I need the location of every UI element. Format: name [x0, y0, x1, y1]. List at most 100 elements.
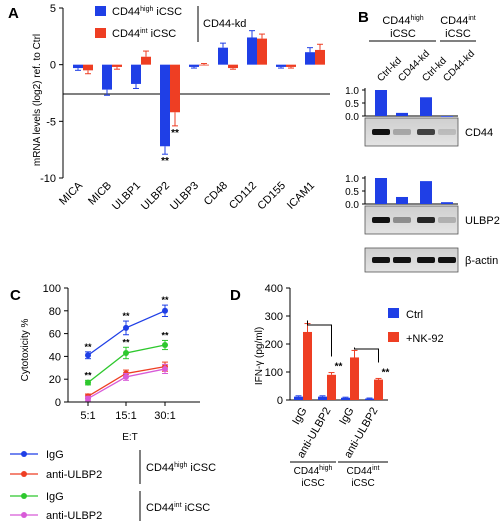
panel-d-bar-s0 — [294, 396, 303, 400]
panel-b-blot-band — [372, 129, 390, 135]
panel-c-legend-marker — [21, 471, 27, 477]
panel-c-y-tick-label: 0 — [55, 397, 61, 409]
panel-b-quant-tick-label: 1.0 — [345, 86, 359, 97]
panel-b-blot-band — [393, 217, 411, 223]
panel-c-point — [85, 379, 91, 386]
panel-b-quant-bar — [441, 202, 453, 204]
panel-d-category-label: IgG — [290, 406, 309, 427]
panel-d-bar-s1 — [350, 357, 359, 400]
panel-c-legend-label: anti-ULBP2 — [46, 469, 102, 481]
panel-d-group-label: CD44int — [347, 465, 380, 477]
panel-b-quant-tick-label: 0.5 — [345, 99, 359, 110]
panel-d-group-label: CD44high — [294, 465, 333, 477]
panel-c-point — [162, 365, 168, 372]
panel-d-group-sublabel: iCSC — [301, 478, 324, 489]
panel-b-blot-band — [372, 257, 390, 263]
panel-c-point — [85, 395, 91, 402]
legend-swatch-cd44int — [95, 28, 106, 38]
panel-d-bar-s1 — [303, 331, 312, 400]
panel-b-group1-subtitle: iCSC — [390, 28, 416, 40]
panel-d-y-tick-label: 400 — [265, 283, 283, 295]
panel-a-category-label: ULBP3 — [168, 180, 201, 213]
panel-b-quant-bar — [396, 196, 408, 204]
panel-d-y-tick-label: 200 — [265, 339, 283, 351]
panel-b-quant-bar — [375, 90, 387, 116]
panel-b-blot-label: β-actin — [465, 255, 498, 267]
panel-c-point — [123, 349, 129, 356]
panel-b-quant-tick-label: 0.5 — [345, 187, 359, 198]
panel-c-legend-marker — [21, 512, 27, 518]
panel-a-bar-ulbp1-s0 — [131, 64, 141, 84]
panel-b-blot-band — [438, 129, 456, 135]
panel-b-blot-band — [393, 257, 411, 263]
panel-d-comparison-bracket — [354, 347, 379, 363]
panel-c-point — [123, 324, 129, 331]
panel-c-significance: ** — [122, 337, 130, 347]
panel-d-legend-label: +NK-92 — [406, 333, 444, 345]
panel-c-x-tick-label: 15:1 — [115, 410, 136, 422]
panel-a-bar-cd155-s1 — [286, 64, 296, 67]
panel-a-bar-mica-s1 — [83, 64, 93, 71]
panel-a-bar-mica-s0 — [73, 64, 83, 69]
panel-c-y-tick-label: 80 — [49, 306, 61, 318]
panel-b-quant-bar — [441, 116, 453, 117]
panel-b-blot-label: CD44 — [465, 127, 493, 139]
panel-a-bar-cd48-s1 — [228, 64, 238, 69]
panel-c-significance: ** — [161, 330, 169, 340]
panel-a-bar-cd112-s1 — [257, 38, 267, 65]
panel-b-blot-band — [372, 217, 390, 223]
panel-d-bar-s0 — [341, 397, 350, 400]
panel-c-point — [123, 373, 129, 380]
panel-c-y-axis-label: Cytotoxicity % — [20, 318, 31, 381]
panel-a-category-label: MICA — [57, 179, 85, 207]
panel-a-bar-ulbp1-s1 — [141, 56, 151, 65]
panel-a-bar-ulbp2-s0 — [160, 64, 170, 147]
panel-d-y-tick-label: 100 — [265, 367, 283, 379]
panel-a-category-label: CD155 — [255, 180, 288, 213]
panel-c-legend-marker — [21, 493, 27, 499]
panel-b-blot-band — [438, 217, 456, 223]
panel-b-quant-tick-label: 1.0 — [345, 174, 359, 185]
panel-a-bar-ulbp3-s0 — [189, 64, 199, 67]
panel-a-bar-micb-s1 — [112, 64, 122, 67]
panel-c-point — [85, 352, 91, 359]
panel-label-a: A — [8, 5, 19, 22]
panel-b-group2-subtitle: iCSC — [445, 28, 471, 40]
panel-label-d: D — [230, 287, 241, 304]
panel-c-significance: ** — [161, 295, 169, 305]
panel-c-point — [162, 342, 168, 348]
panel-d-significance: ** — [382, 367, 390, 378]
panel-d-category-label: IgG — [337, 406, 356, 427]
panel-d-legend-swatch — [388, 308, 399, 318]
panel-c-x-tick-label: 30:1 — [154, 410, 175, 422]
panel-b-blot-band — [417, 217, 435, 223]
panel-a-category-label: ICAM1 — [285, 180, 317, 212]
panel-a-bar-cd112-s0 — [247, 37, 257, 65]
panel-b-quant-bar — [396, 112, 408, 116]
panel-c-legend-label: anti-ULBP2 — [46, 510, 102, 521]
legend-swatch-cd44high — [95, 6, 106, 16]
panel-d-bar-s0 — [318, 396, 327, 400]
panel-a-bar-icam1-s1 — [315, 49, 325, 65]
panel-d-legend: Ctrl +NK-92 — [388, 308, 444, 345]
panel-a-y-tick-label: -10 — [40, 173, 56, 185]
panel-c-y-tick-label: 60 — [49, 329, 61, 341]
panel-a-y-tick-label: 5 — [50, 3, 56, 15]
legend-group-label: CD44-kd — [203, 18, 246, 30]
legend-label-cd44int: CD44int iCSC — [112, 28, 176, 40]
panel-a-bar-micb-s0 — [102, 64, 112, 90]
panel-a-category-label: CD48 — [202, 180, 230, 208]
panel-c-significance: ** — [122, 311, 130, 321]
panel-c-legend-group-label: CD44int iCSC — [146, 502, 210, 514]
panel-b-blot-band — [438, 257, 456, 263]
panel-b-blot-band — [417, 257, 435, 263]
panel-c-significance: ** — [84, 342, 92, 352]
panel-d-comparison-bracket — [307, 320, 332, 357]
panel-c-y-tick-label: 40 — [49, 351, 61, 363]
panel-b-quant-bar — [420, 97, 432, 116]
panel-a-bar-cd48-s0 — [218, 47, 228, 65]
panel-label-c: C — [10, 287, 21, 304]
panel-b-blot-band — [393, 129, 411, 135]
panel-a-bar-chart: mRNA levels (log2) ref. to Ctrl 50-5-10 … — [32, 3, 330, 213]
